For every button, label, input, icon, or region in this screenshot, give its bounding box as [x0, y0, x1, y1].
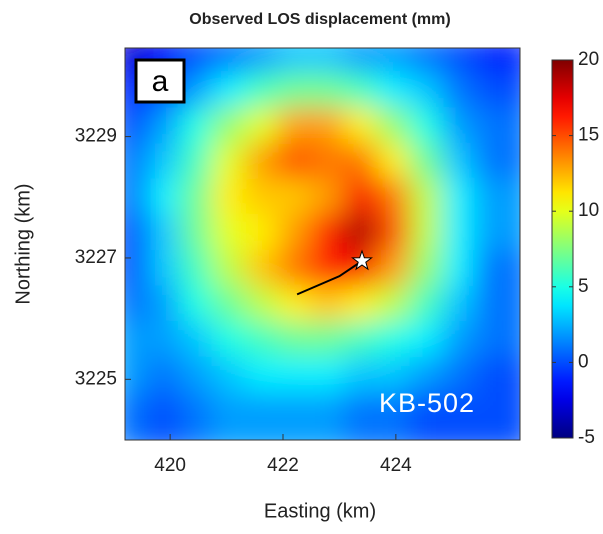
y-axis-label: Northing (km) [12, 183, 34, 304]
x-tick-label: 422 [267, 455, 299, 476]
x-axis-label: Easting (km) [264, 500, 376, 522]
colorbar-tick-label: 15 [578, 125, 599, 146]
y-tick-label: 3229 [75, 126, 117, 147]
chart: Observed LOS displacement (mm) Easting (… [0, 0, 603, 529]
chart-title: Observed LOS displacement (mm) [189, 11, 450, 28]
colorbar-tick-label: -5 [578, 427, 595, 448]
x-tick-label: 424 [380, 455, 412, 476]
y-tick-label: 3225 [75, 368, 117, 389]
colorbar-tick-label: 10 [578, 200, 599, 221]
colorbar-tick-label: 20 [578, 49, 599, 70]
panel-label: a [152, 65, 169, 98]
well-label: KB-502 [379, 388, 475, 418]
cell [475, 393, 532, 453]
x-tick-label: 420 [154, 455, 186, 476]
y-tick-label: 3227 [75, 247, 117, 268]
colorbar-tick-label: 5 [578, 276, 589, 297]
colorbar-tick-label: 0 [578, 351, 589, 372]
colorbar [552, 60, 573, 438]
